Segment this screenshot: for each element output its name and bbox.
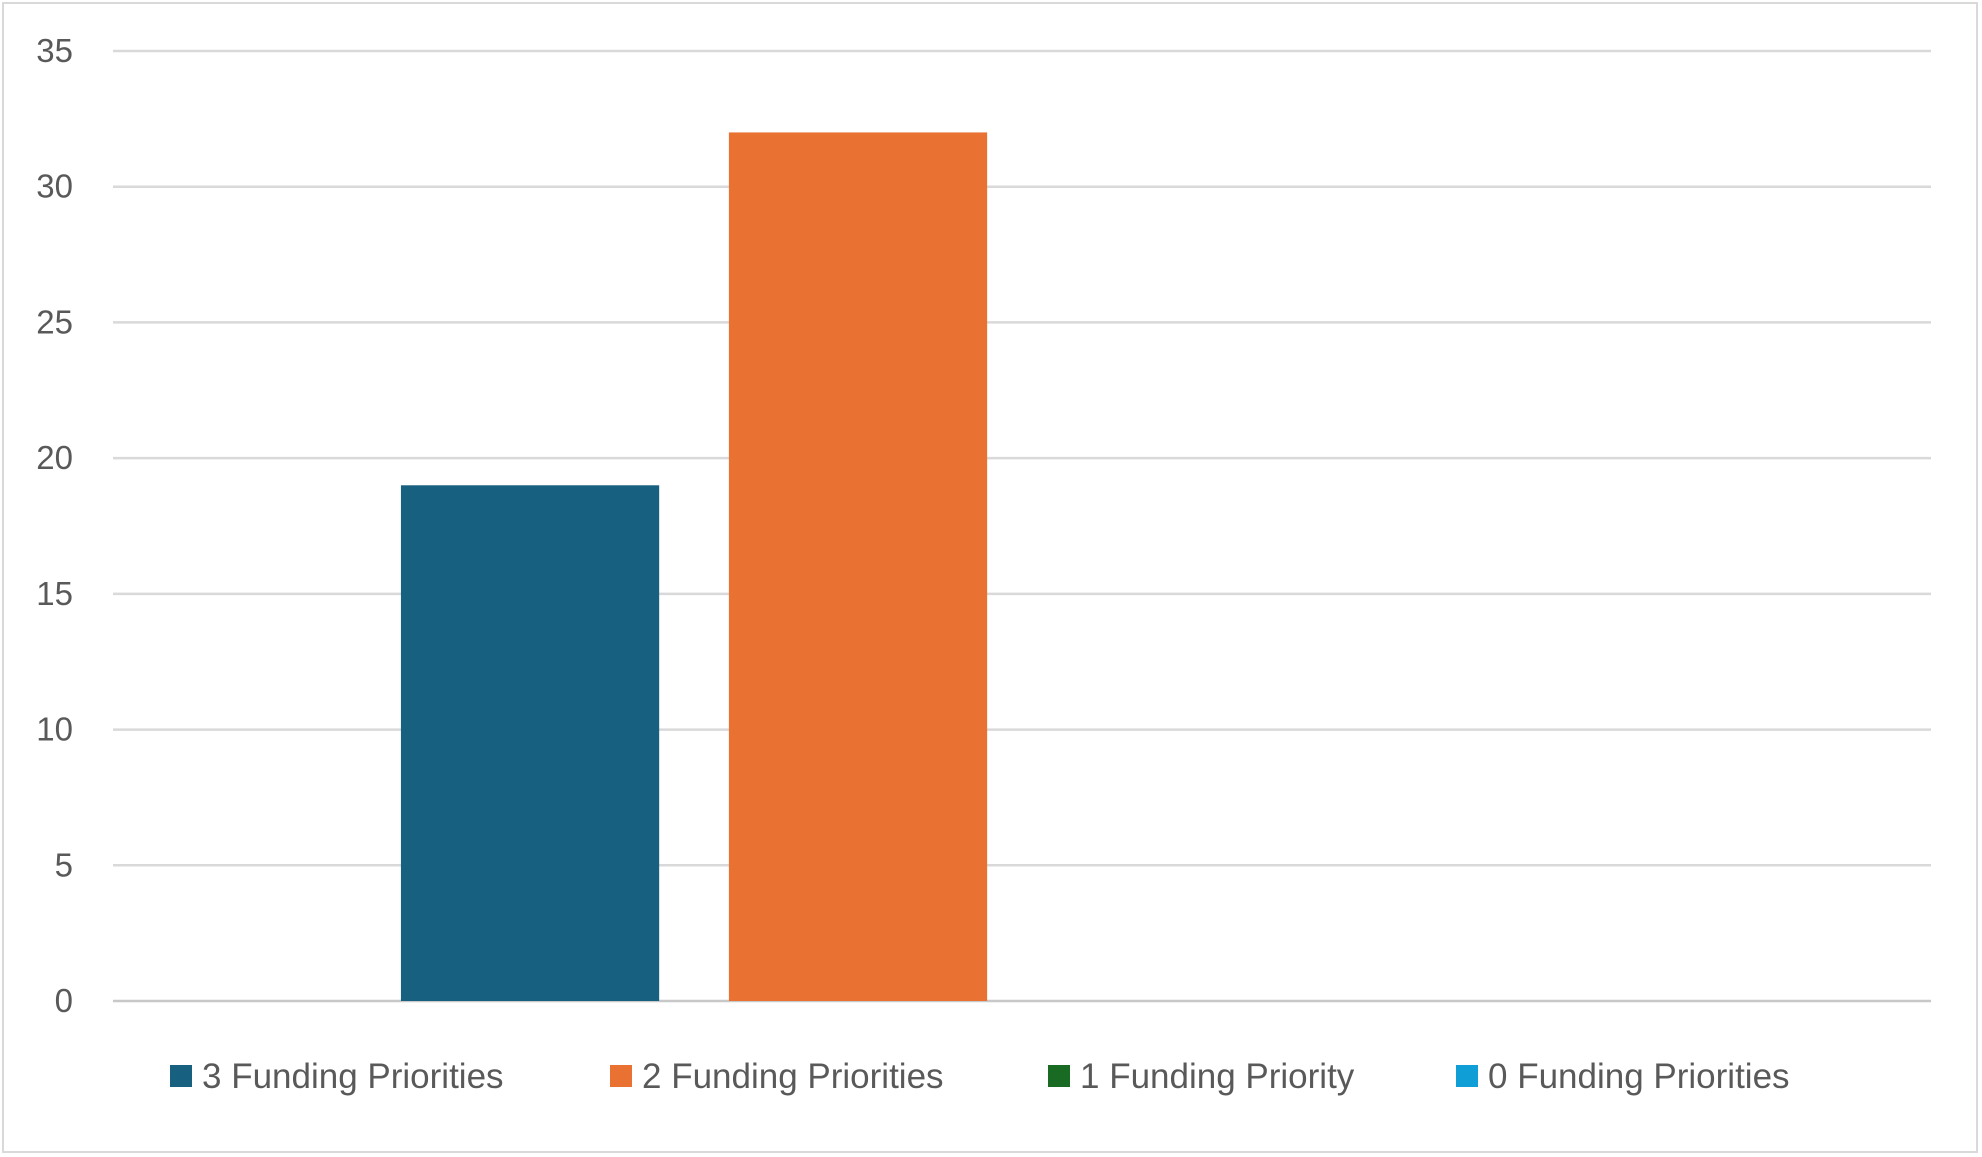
legend-label-2-funding-priorities: 2 Funding Priorities [642,1057,944,1096]
bars [400,132,988,1001]
gridlines [113,49,1931,1003]
bar-3-funding-priorities [400,485,660,1001]
legend-label-0-funding-priorities: 0 Funding Priorities [1488,1057,1790,1096]
y-tick-label-35: 35 [36,32,73,69]
y-tick-label-25: 25 [36,303,73,340]
y-tick-label-5: 5 [55,846,73,883]
y-tick-label-0: 0 [55,982,73,1019]
y-tick-label-15: 15 [36,575,73,612]
legend-swatch-0-funding-priorities [1456,1065,1478,1087]
y-tick-label-30: 30 [36,168,73,205]
y-tick-label-10: 10 [36,711,73,748]
legend-label-1-funding-priority: 1 Funding Priority [1080,1057,1355,1096]
legend-swatch-2-funding-priorities [610,1065,632,1087]
y-axis-tick-labels: 0 5 10 15 20 25 30 35 [36,32,73,1019]
legend-swatch-1-funding-priority [1048,1065,1070,1087]
legend: 3 Funding Priorities 2 Funding Priorities… [170,1057,1790,1096]
legend-label-3-funding-priorities: 3 Funding Priorities [202,1057,504,1096]
bar-2-funding-priorities [728,132,988,1001]
y-tick-label-20: 20 [36,439,73,476]
legend-swatch-3-funding-priorities [170,1065,192,1087]
